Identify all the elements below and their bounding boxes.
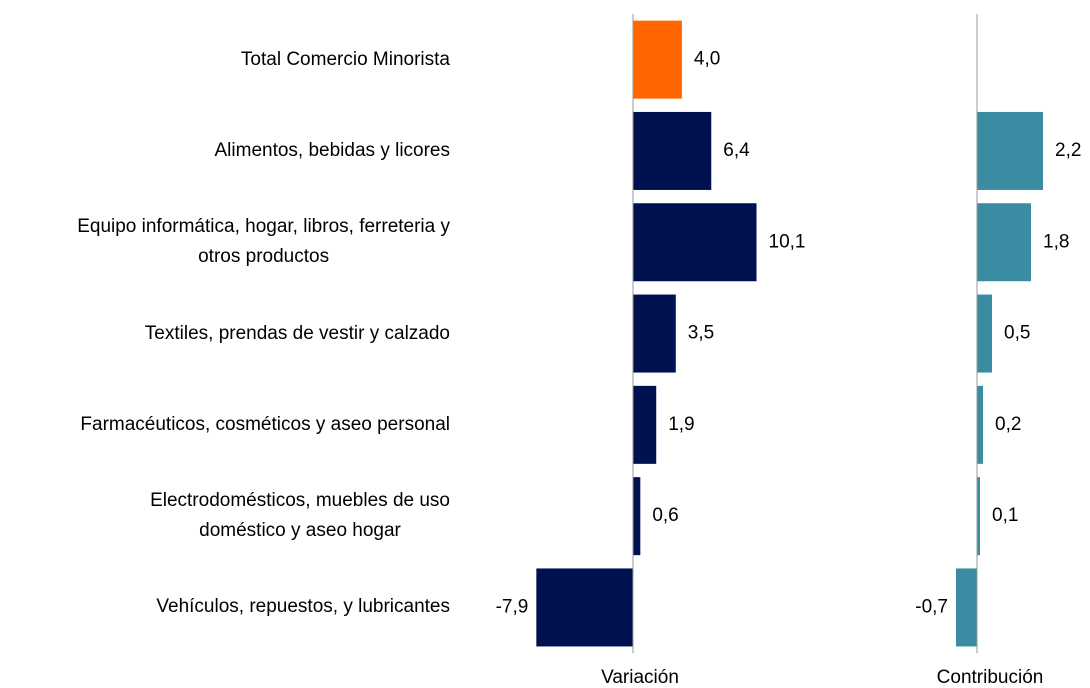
value-label: 0,2 <box>995 414 1021 435</box>
value-label: 1,9 <box>668 414 694 435</box>
category-label: Alimentos, bebidas y licores <box>214 139 451 161</box>
bar <box>977 294 992 373</box>
value-label: 3,5 <box>688 323 714 344</box>
bar <box>632 477 641 556</box>
value-label: 6,4 <box>723 140 750 161</box>
value-label: 1,8 <box>1043 231 1069 252</box>
value-label: -0,7 <box>915 596 948 617</box>
category-label: Equipo informática, hogar, libros, ferre… <box>77 216 450 268</box>
value-label: 0,1 <box>992 505 1018 526</box>
value-label: 0,5 <box>1004 323 1030 344</box>
bar <box>956 568 977 647</box>
axis-label: Variación <box>601 667 679 688</box>
value-label: 10,1 <box>769 231 806 252</box>
axis-label: Contribución <box>937 667 1044 688</box>
value-label: 4,0 <box>694 49 720 70</box>
bar <box>977 111 1043 190</box>
category-label: Vehículos, repuestos, y lubricantes <box>156 596 450 618</box>
value-label: -7,9 <box>496 596 529 617</box>
bar <box>977 203 1031 282</box>
category-label: Farmacéuticos, cosméticos y aseo persona… <box>80 413 450 435</box>
bar <box>977 477 980 556</box>
bar <box>632 203 757 282</box>
bar <box>632 385 657 464</box>
category-label: Electrodomésticos, muebles de uso domést… <box>150 490 450 542</box>
category-label: Total Comercio Minorista <box>240 48 450 70</box>
value-label: 2,2 <box>1055 140 1081 161</box>
bar <box>632 111 712 190</box>
bar <box>632 294 676 373</box>
category-label: Textiles, prendas de vestir y calzado <box>144 322 450 344</box>
bar <box>536 568 633 647</box>
bar <box>977 385 983 464</box>
bar <box>632 20 682 99</box>
value-label: 0,6 <box>652 505 678 526</box>
